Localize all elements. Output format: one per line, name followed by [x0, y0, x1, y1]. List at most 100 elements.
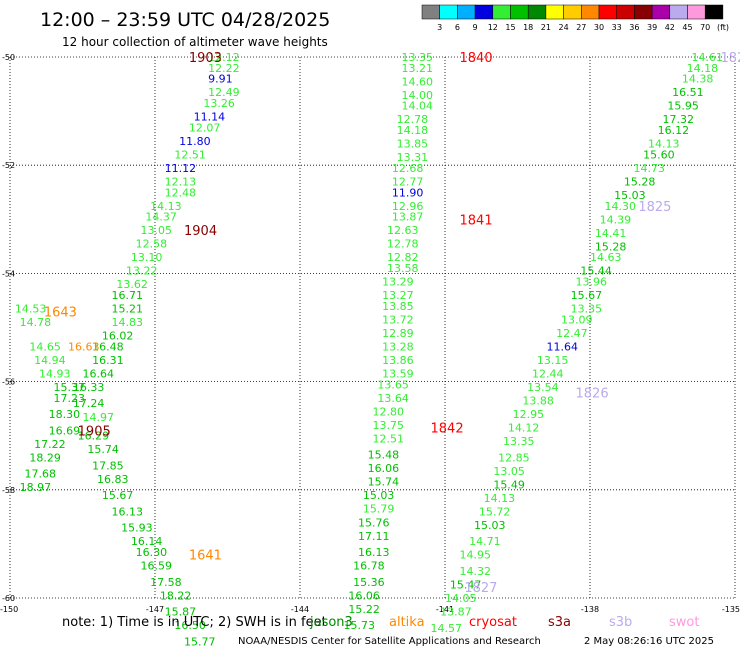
wave-height-value: 18.30: [49, 408, 81, 421]
satellite-name-s3a: s3a: [548, 615, 571, 630]
legend-bin-label: 12: [488, 23, 498, 32]
satellite-name-cryosat: cryosat: [469, 615, 517, 630]
wave-height-value: 13.27: [382, 289, 414, 302]
wave-height-value: 12.95: [513, 408, 545, 421]
wave-height-value: 13.09: [561, 313, 593, 326]
wave-height-value: 14.05: [445, 592, 477, 605]
wave-height-value: 13.10: [131, 251, 163, 264]
wave-height-value: 15.74: [87, 443, 119, 456]
wave-height-observations: 12.1212.229.9112.4913.2611.1412.0711.801…: [15, 51, 723, 648]
wave-height-value: 14.83: [112, 316, 144, 329]
legend-bin-label: 30: [594, 23, 604, 32]
wave-height-value: 16.83: [97, 473, 129, 486]
wave-height-value: 14.39: [600, 213, 632, 226]
wave-height-value: 12.13: [165, 175, 197, 188]
legend-bin-label: 42: [665, 23, 675, 32]
wave-height-value: 17.22: [34, 438, 66, 451]
wave-height-value: 15.03: [363, 489, 395, 502]
wave-height-value: 11.12: [165, 162, 197, 175]
graticule: [9, 56, 736, 599]
pass-number-label: 1827: [464, 581, 497, 596]
wave-height-value: 12.49: [208, 86, 240, 99]
axis-tick-labels: -50 -52 -54 -56 -58 -60 -150 -147 -144 -141 -138 -1…: [0, 53, 740, 614]
wave-height-value: 12.68: [392, 162, 424, 175]
wave-height-value: 13.88: [522, 395, 554, 408]
wave-height-value: 12.48: [165, 186, 197, 199]
wave-height-value: 14.13: [150, 200, 182, 213]
wave-height-value: 13.85: [397, 138, 429, 151]
wave-height-value: 17.24: [73, 397, 105, 410]
longitude-tick-label: -144: [291, 605, 309, 614]
wave-height-value: 15.21: [112, 303, 144, 316]
wave-height-value: 17.32: [663, 113, 695, 126]
wave-height-value: 14.65: [29, 340, 61, 353]
wave-height-value: 16.02: [102, 330, 134, 343]
legend-swatch: [616, 4, 635, 20]
pass-number-label: 1904: [184, 224, 217, 239]
wave-height-value: 11.90: [392, 186, 424, 199]
wave-height-value: 17.23: [54, 392, 86, 405]
wave-height-value: 11.14: [194, 111, 226, 124]
satellite-name-s3b: s3b: [609, 615, 632, 630]
legend-bin-label: 21: [541, 23, 551, 32]
wave-height-value: 12.47: [556, 327, 588, 340]
legend-swatch: [545, 4, 564, 20]
wave-height-value: 17.85: [92, 459, 124, 472]
wave-height-value: 15.77: [184, 635, 216, 648]
wave-height-value: 12.77: [392, 175, 424, 188]
wave-height-value: 13.62: [116, 278, 148, 291]
wave-height-value: 13.26: [203, 97, 235, 110]
wave-height-value: 16.48: [92, 340, 124, 353]
wave-height-value: 14.37: [145, 211, 177, 224]
wave-height-value: 15.74: [368, 476, 400, 489]
wave-height-value: 15.48: [368, 449, 400, 462]
wave-height-value: 16.64: [83, 367, 115, 380]
legend-bin-label: 18: [523, 23, 533, 32]
legend-swatch: [457, 4, 476, 20]
wave-height-value: 12.51: [373, 432, 405, 445]
wave-height-value: 12.44: [532, 367, 564, 380]
wave-height-value: 14.13: [484, 492, 515, 505]
wave-height-value: 13.87: [392, 211, 424, 224]
wave-height-value: 13.59: [382, 367, 414, 380]
legend-swatch: [598, 4, 617, 20]
pass-number-label: 1905: [78, 424, 111, 439]
wave-height-value: 14.18: [687, 62, 719, 75]
wave-height-value: 15.79: [363, 503, 395, 516]
wave-height-value: 13.58: [387, 262, 419, 275]
pass-number-label: 1840: [460, 51, 493, 66]
wave-height-value: 15.67: [102, 489, 134, 502]
wave-height-value: 13.28: [382, 340, 414, 353]
legend-bin-label: 70: [700, 23, 710, 32]
timestamp-text: 2 May 08:26:16 UTC 2025: [584, 636, 714, 647]
legend-swatch: [510, 4, 529, 20]
wave-height-value: 13.22: [126, 265, 158, 278]
wave-height-value: 16.13: [112, 505, 144, 518]
wave-height-value: 18.97: [20, 481, 51, 494]
legend-bin-label: 9: [473, 23, 478, 32]
satellite-name-swot: swot: [669, 615, 699, 630]
wave-height-value: 12.63: [387, 224, 419, 237]
legend-swatch: [634, 4, 653, 20]
wave-height-value: 16.31: [92, 354, 124, 367]
page-subtitle: 12 hour collection of altimeter wave hei…: [62, 35, 328, 49]
wave-height-value: 13.35: [571, 303, 603, 316]
wave-height-value: 14.00: [402, 89, 434, 102]
wave-height-value: 15.28: [624, 175, 656, 188]
pass-number-label: 1903: [189, 51, 222, 66]
wave-height-value: 14.61: [692, 51, 724, 64]
wave-height-value: 14.53: [15, 303, 47, 316]
credit-text: NOAA/NESDIS Center for Satellite Applica…: [238, 636, 541, 647]
wave-height-value: 18.22: [160, 589, 192, 602]
wave-height-value: 13.31: [397, 151, 429, 164]
legend-bin-label: 15: [505, 23, 515, 32]
wave-height-value: 13.65: [377, 378, 409, 391]
pass-number-label: 1643: [44, 305, 77, 320]
latitude-tick-label: -60: [2, 594, 15, 603]
longitude-tick-label: -147: [146, 605, 164, 614]
legend-bin-label: 45: [682, 23, 692, 32]
legend-unit: (ft): [717, 23, 729, 32]
wave-height-value: 13.15: [537, 354, 569, 367]
wave-height-value: 9.91: [208, 73, 233, 86]
wave-height-value: 14.63: [590, 251, 622, 264]
